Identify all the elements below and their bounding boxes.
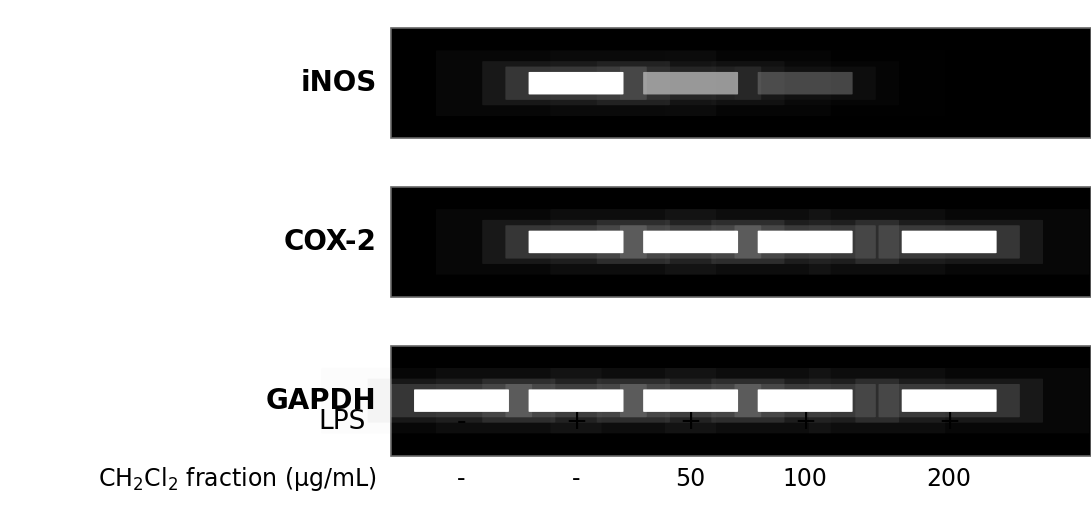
Text: LPS: LPS [319, 410, 365, 435]
Text: 50: 50 [675, 467, 706, 490]
FancyBboxPatch shape [878, 225, 1020, 259]
FancyBboxPatch shape [505, 225, 647, 259]
FancyBboxPatch shape [901, 389, 997, 412]
Bar [391, 187, 1091, 297]
FancyBboxPatch shape [644, 72, 738, 94]
FancyBboxPatch shape [644, 230, 738, 253]
Bar [391, 346, 1091, 456]
Text: +: + [938, 410, 960, 435]
FancyBboxPatch shape [711, 61, 899, 105]
FancyBboxPatch shape [597, 220, 784, 264]
FancyBboxPatch shape [758, 389, 853, 412]
FancyBboxPatch shape [415, 389, 508, 412]
Text: -: - [457, 410, 466, 435]
FancyBboxPatch shape [529, 230, 624, 253]
Text: 200: 200 [926, 467, 972, 490]
Text: 100: 100 [782, 467, 828, 490]
Text: -: - [457, 467, 466, 490]
FancyBboxPatch shape [505, 67, 647, 100]
FancyBboxPatch shape [620, 67, 762, 100]
FancyBboxPatch shape [391, 384, 532, 417]
FancyBboxPatch shape [529, 389, 624, 412]
Text: +: + [680, 410, 702, 435]
Text: +: + [565, 410, 587, 435]
FancyBboxPatch shape [529, 72, 624, 94]
FancyBboxPatch shape [620, 384, 762, 417]
Text: -: - [572, 467, 580, 490]
Bar [391, 28, 1091, 138]
Text: CH$_2$Cl$_2$ fraction (μg/mL): CH$_2$Cl$_2$ fraction (μg/mL) [98, 465, 376, 493]
FancyBboxPatch shape [711, 220, 899, 264]
FancyBboxPatch shape [620, 225, 762, 259]
FancyBboxPatch shape [597, 61, 784, 105]
FancyBboxPatch shape [901, 230, 997, 253]
FancyBboxPatch shape [482, 61, 670, 105]
Text: +: + [794, 410, 816, 435]
Text: GAPDH: GAPDH [266, 387, 376, 415]
FancyBboxPatch shape [368, 379, 555, 423]
FancyBboxPatch shape [855, 379, 1043, 423]
FancyBboxPatch shape [734, 67, 876, 100]
FancyBboxPatch shape [482, 220, 670, 264]
FancyBboxPatch shape [758, 230, 853, 253]
FancyBboxPatch shape [505, 384, 647, 417]
FancyBboxPatch shape [734, 384, 876, 417]
FancyBboxPatch shape [711, 379, 899, 423]
FancyBboxPatch shape [734, 225, 876, 259]
FancyBboxPatch shape [482, 379, 670, 423]
Text: iNOS: iNOS [300, 69, 376, 97]
FancyBboxPatch shape [597, 379, 784, 423]
FancyBboxPatch shape [758, 72, 853, 94]
Text: COX-2: COX-2 [284, 228, 376, 256]
FancyBboxPatch shape [855, 220, 1043, 264]
FancyBboxPatch shape [878, 384, 1020, 417]
FancyBboxPatch shape [644, 389, 738, 412]
